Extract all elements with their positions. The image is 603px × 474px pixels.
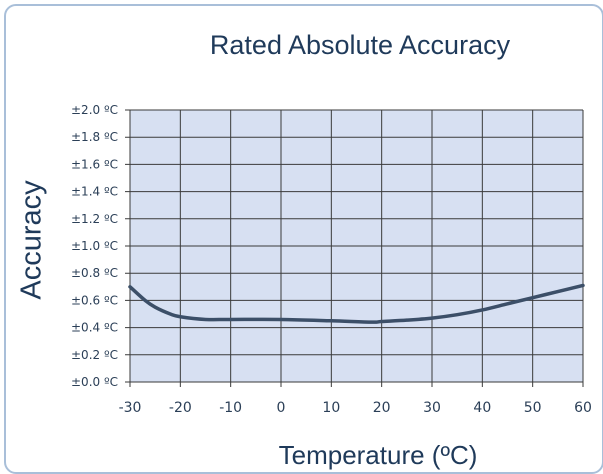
- x-tick-label: -20: [169, 400, 192, 416]
- y-tick-label: ±1.8 ºC: [71, 130, 118, 144]
- chart-title: Rated Absolute Accuracy: [209, 30, 511, 60]
- x-tick-label: 0: [277, 400, 286, 416]
- y-tick-label: ±1.0 ºC: [71, 239, 118, 253]
- y-tick-label: ±0.0 ºC: [71, 375, 118, 389]
- y-tick-label: ±2.0 ºC: [71, 103, 118, 117]
- y-tick-label: ±0.6 ºC: [71, 293, 118, 307]
- x-axis-title: Temperature (ºC): [278, 440, 478, 470]
- y-tick-label: ±1.6 ºC: [71, 157, 118, 171]
- x-tick-labels: -30 -20 -10 0 10 20 30 40 50 60: [119, 400, 592, 416]
- x-tick-label: 10: [322, 400, 340, 416]
- x-tick-label: 40: [473, 400, 491, 416]
- x-tick-label: 60: [574, 400, 592, 416]
- y-tick-label: ±0.2 ºC: [71, 348, 118, 362]
- x-tick-label: -30: [119, 400, 142, 416]
- y-tick-label: ±1.4 ºC: [71, 185, 118, 199]
- y-tick-label: ±0.4 ºC: [71, 321, 118, 335]
- y-tick-label: ±0.8 ºC: [71, 266, 118, 280]
- x-tick-label: 50: [524, 400, 542, 416]
- y-tick-labels: ±0.0 ºC ±0.2 ºC ±0.4 ºC ±0.6 ºC ±0.8 ºC ±1.0 …: [71, 103, 118, 389]
- x-tick-label: 20: [373, 400, 391, 416]
- grid-lines: [125, 109, 584, 387]
- x-tick-label: -10: [219, 400, 242, 416]
- x-tick-label: 30: [423, 400, 441, 416]
- accuracy-line: [128, 283, 585, 324]
- y-tick-label: ±1.2 ºC: [71, 212, 118, 226]
